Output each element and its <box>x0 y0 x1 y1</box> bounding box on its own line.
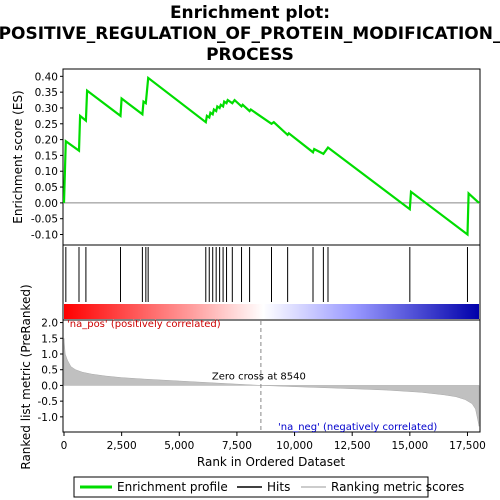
x-tick-label: 5,000 <box>164 440 194 452</box>
bottom-y-tick-label: 1.5 <box>41 333 58 345</box>
x-tick-label: 10,000 <box>276 440 313 452</box>
bottom-y-ticks: -1.0 -0.5 0.0 0.5 1.0 1.5 2.0 <box>38 318 63 424</box>
x-tick-label: 15,000 <box>391 440 428 452</box>
top-y-tick-label: 0.00 <box>35 198 58 210</box>
top-y-tick-label: 0.15 <box>35 150 58 162</box>
bottom-y-tick-label: 0.0 <box>41 380 58 392</box>
top-y-ticks: -0.10 -0.05 0.00 0.05 0.10 0.15 0.20 0.25 0.30 0.… <box>31 71 63 242</box>
bottom-x-ticks: 0 2,500 5,000 7,500 10,000 12,500 15,000 17,500 <box>61 432 486 452</box>
negative-correlation-label: 'na_neg' (negatively correlated) <box>278 422 437 433</box>
x-tick-label: 7,500 <box>222 440 252 452</box>
chart-title-line1: Enrichment plot: <box>170 3 330 23</box>
top-y-tick-label: 0.05 <box>35 182 58 194</box>
top-y-axis-label: Enrichment score (ES) <box>11 90 25 223</box>
legend-metric-label: Ranking metric scores <box>331 480 464 494</box>
legend-enrichment-label: Enrichment profile <box>117 480 228 494</box>
bottom-y-tick-label: 0.5 <box>41 365 58 377</box>
top-y-tick-label: 0.35 <box>35 87 58 99</box>
x-tick-label: 0 <box>61 440 68 452</box>
top-y-tick-label: 0.20 <box>35 135 58 147</box>
top-y-tick-label: -0.10 <box>31 230 58 242</box>
rank-color-bar <box>64 304 479 319</box>
x-tick-label: 2,500 <box>107 440 137 452</box>
bottom-plot-frame <box>62 319 481 433</box>
x-tick-label: 17,500 <box>449 440 486 452</box>
ranked-metric-panel: Zero cross at 8540 'na_pos' (positively … <box>19 284 486 469</box>
bottom-y-tick-label: -1.0 <box>38 412 59 424</box>
legend: Enrichment profile Hits Ranking metric s… <box>73 476 464 498</box>
bottom-y-tick-label: -0.5 <box>38 396 59 408</box>
bottom-y-tick-label: 1.0 <box>41 349 58 361</box>
top-y-tick-label: 0.10 <box>35 166 58 178</box>
chart-title-line2: POSITIVE_REGULATION_OF_PROTEIN_MODIFICAT… <box>0 24 500 44</box>
top-y-tick-label: 0.25 <box>35 119 58 131</box>
top-y-tick-label: -0.05 <box>31 214 58 226</box>
legend-hits-label: Hits <box>267 480 290 494</box>
bottom-y-axis-label: Ranked list metric (PreRanked) <box>19 284 33 469</box>
hits-panel <box>62 244 481 321</box>
zero-cross-label: Zero cross at 8540 <box>212 371 306 382</box>
x-axis-label: Rank in Ordered Dataset <box>197 455 345 469</box>
x-tick-label: 12,500 <box>334 440 371 452</box>
enrichment-score-panel: -0.10 -0.05 0.00 0.05 0.10 0.15 0.20 0.25 0.30 0.… <box>11 68 481 246</box>
enrichment-profile-line <box>62 75 480 237</box>
top-plot-frame <box>62 68 481 246</box>
bottom-y-tick-label: 2.0 <box>41 318 58 330</box>
top-y-tick-label: 0.40 <box>35 71 58 83</box>
positive-correlation-label: 'na_pos' (positively correlated) <box>67 319 221 330</box>
chart-title-line3: PROCESS <box>206 45 294 65</box>
hit-markers <box>65 247 468 302</box>
top-y-tick-label: 0.30 <box>35 103 58 115</box>
